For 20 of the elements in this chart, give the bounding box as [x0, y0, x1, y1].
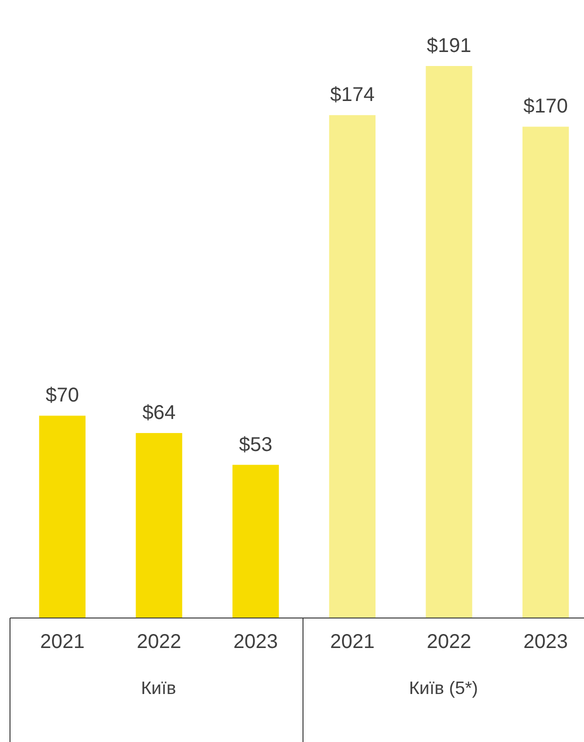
x-tick-label: 2022 [136, 631, 182, 653]
data-label: $70 [46, 384, 80, 407]
x-tick-label: 2021 [330, 631, 375, 653]
text: Київ (5*) [408, 678, 478, 698]
bar [426, 66, 472, 618]
bar [39, 416, 86, 618]
data-label: $64 [142, 402, 176, 424]
bar [329, 115, 376, 618]
x-tick-label: 2023 [233, 631, 278, 653]
data-label: $170 [523, 96, 568, 118]
text: Київ [140, 678, 176, 698]
x-tick-label: 2023 [523, 631, 568, 653]
bar [136, 433, 182, 618]
x-tick-label: 2021 [40, 631, 85, 653]
bar [522, 126, 569, 618]
bar [232, 464, 279, 618]
x-tick-label: 2022 [426, 631, 472, 653]
data-label: $174 [330, 84, 375, 106]
data-label: $191 [426, 35, 472, 57]
data-label: $53 [238, 434, 272, 456]
